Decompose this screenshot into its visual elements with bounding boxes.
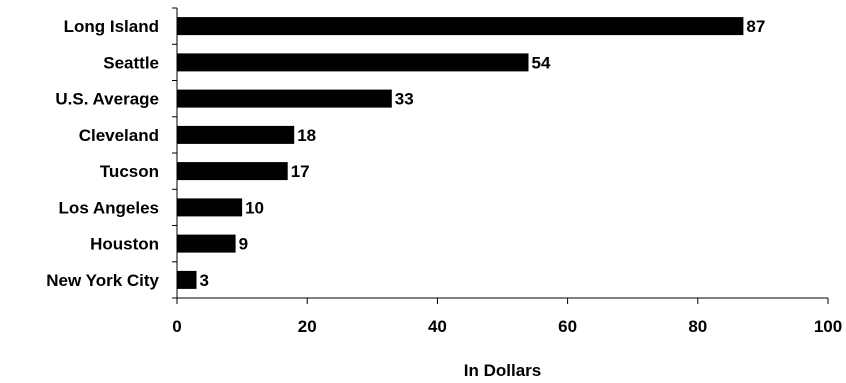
- x-tick-label-60: 60: [558, 317, 577, 336]
- category-label-houston: Houston: [90, 235, 159, 254]
- category-label-cleveland: Cleveland: [79, 126, 159, 145]
- y-axis-ticks-group: [172, 7, 177, 299]
- value-label-los-angeles: 10: [245, 198, 264, 217]
- x-tick-label-20: 20: [298, 317, 317, 336]
- x-axis-ticks-group: 0 20 40 60 80 100: [172, 298, 842, 336]
- x-tick-label-80: 80: [688, 317, 707, 336]
- category-label-u-s-average: U.S. Average: [55, 90, 159, 109]
- category-label-los-angeles: Los Angeles: [59, 198, 159, 217]
- value-label-new-york-city: 3: [200, 271, 209, 290]
- category-label-new-york-city: New York City: [46, 271, 159, 290]
- x-tick-label-100: 100: [814, 317, 842, 336]
- x-axis-title: In Dollars: [464, 361, 541, 380]
- bar-tucson: [177, 162, 288, 181]
- bar-los-angeles: [177, 198, 243, 217]
- value-label-u-s-average: 33: [395, 90, 414, 109]
- value-label-houston: 9: [239, 235, 248, 254]
- bar-cleveland: [177, 125, 295, 144]
- bar-houston: [177, 234, 236, 253]
- value-label-seattle: 54: [532, 53, 551, 72]
- category-label-long-island: Long Island: [64, 17, 159, 36]
- value-labels-group: 87 54 33 18 17 10 9 3: [200, 17, 766, 290]
- bar-u-s-average: [177, 89, 392, 108]
- value-label-cleveland: 18: [297, 126, 316, 145]
- category-labels-group: Long Island Seattle U.S. Average Cleveland T…: [46, 17, 159, 290]
- value-label-tucson: 17: [291, 162, 310, 181]
- bar-long-island: [177, 17, 744, 36]
- bar-new-york-city: [177, 270, 197, 289]
- bar-seattle: [177, 53, 529, 72]
- value-label-long-island: 87: [746, 17, 765, 36]
- category-label-tucson: Tucson: [100, 162, 159, 181]
- bars-group: [177, 17, 744, 289]
- x-tick-label-0: 0: [172, 317, 181, 336]
- category-label-seattle: Seattle: [103, 53, 159, 72]
- x-tick-label-40: 40: [428, 317, 447, 336]
